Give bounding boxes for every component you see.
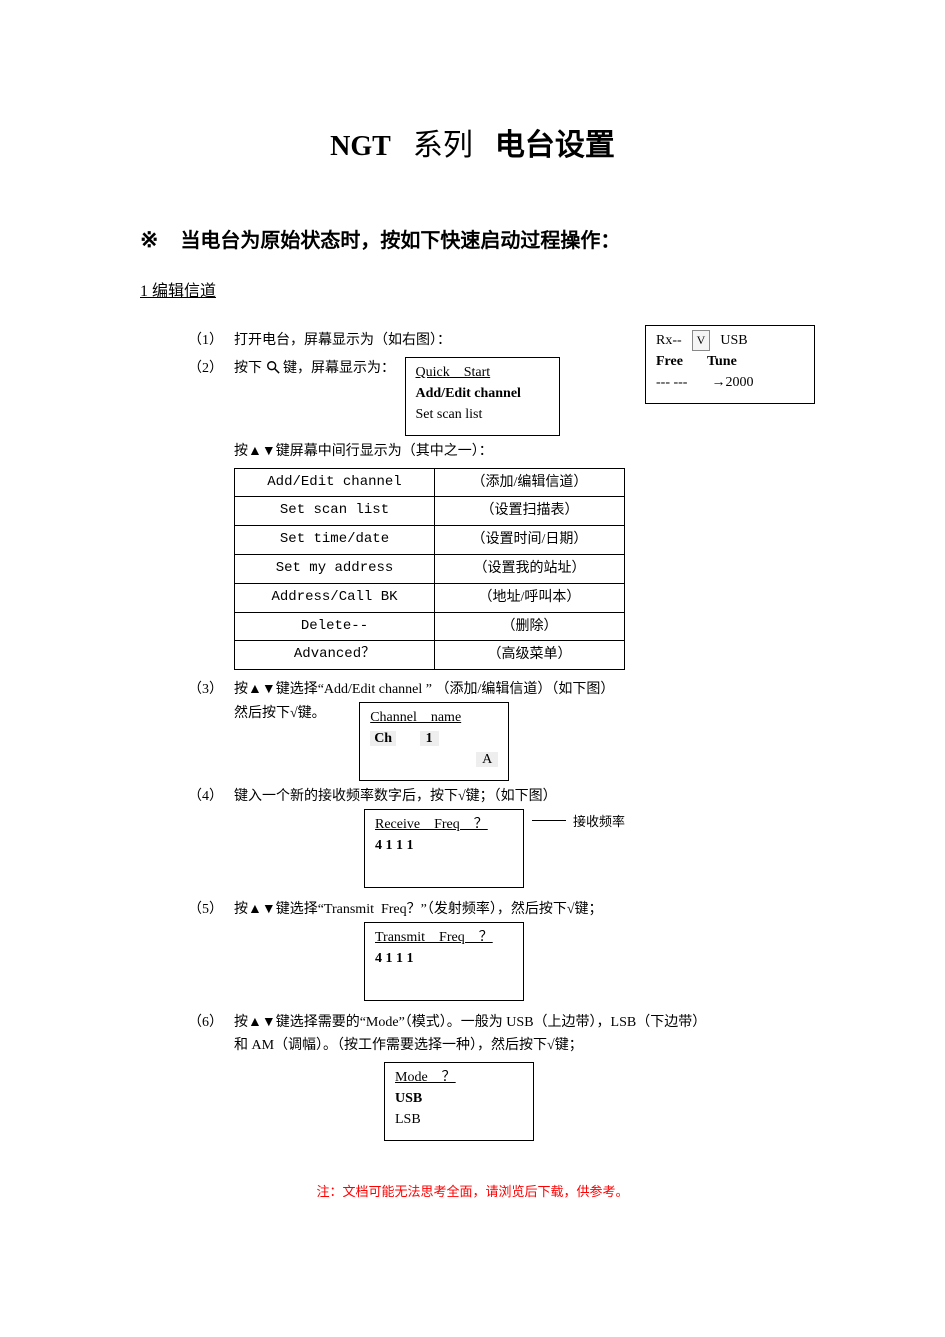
qs-line2: Add/Edit channel xyxy=(416,383,549,404)
menu-cn: （地址/呼叫本） xyxy=(435,583,625,612)
page-title: NGT 系列 电台设置 xyxy=(140,120,805,164)
menu-cn: （添加/编辑信道） xyxy=(435,468,625,497)
menu-cn: （高级菜单） xyxy=(435,641,625,670)
ch-line1: Channel name xyxy=(370,707,498,728)
intro-text: 当电台为原始状态时，按如下快速启动过程操作： xyxy=(180,230,620,252)
step-5-text: 按▲▼键选择“Transmit Freq？”（发射频率），然后按下√键； xyxy=(234,898,805,922)
menu-table: Add/Edit channel（添加/编辑信道）Set scan list（设… xyxy=(234,468,625,671)
menu-row: Add/Edit channel（添加/编辑信道） xyxy=(235,468,625,497)
section-1-heading: 1 编辑信道 xyxy=(140,277,805,301)
step-2-midline: 按▲▼键屏幕中间行显示为（其中之一）： xyxy=(234,440,805,464)
tf-line2: 4 1 1 1 xyxy=(375,948,513,969)
ch-ch: Ch xyxy=(370,731,396,746)
menu-en: Address/Call BK xyxy=(235,583,435,612)
step-4-text: 键入一个新的接收频率数字后，按下√键；（如下图） xyxy=(234,785,805,809)
ch-a: A xyxy=(476,752,498,767)
step-6-num: （6） xyxy=(140,1011,234,1142)
step-6: （6） 按▲▼键选择需要的“Mode”（模式）。一般为 USB（上边带），LSB… xyxy=(140,1011,805,1142)
step-2-num: （2） xyxy=(140,357,234,436)
mode-box: Mode ？ USB LSB xyxy=(384,1062,534,1141)
rx-v: V xyxy=(692,330,711,351)
rx-2000: →2000 xyxy=(711,372,753,393)
menu-cn: （设置时间/日期） xyxy=(435,526,625,555)
quickstart-box: Quick Start Add/Edit channel Set scan li… xyxy=(405,357,560,436)
rx-free: Free xyxy=(656,351,683,372)
rx-label: Rx-- xyxy=(656,330,682,351)
step-3-text1: 按▲▼键选择“Add/Edit channel ” （添加/编辑信道）（如下图） xyxy=(234,678,805,702)
step-6-text1: 按▲▼键选择需要的“Mode”（模式）。一般为 USB（上边带），LSB（下边带… xyxy=(234,1011,805,1035)
menu-row: Address/Call BK（地址/呼叫本） xyxy=(235,583,625,612)
channel-name-box: Channel name Ch 1 A xyxy=(359,702,509,781)
rx-display-box: Rx-- V USB Free Tune --- --- →2000 xyxy=(645,325,815,404)
receive-freq-note: 接收频率 xyxy=(573,811,625,833)
menu-cn: （设置我的站址） xyxy=(435,554,625,583)
step-5: （5） 按▲▼键选择“Transmit Freq？”（发射频率），然后按下√键；… xyxy=(140,898,805,1001)
step-1-num: （1） xyxy=(140,329,234,353)
title-setup: 电台设置 xyxy=(495,129,615,162)
menu-row: Set my address（设置我的站址） xyxy=(235,554,625,583)
rx-usb: USB xyxy=(720,330,747,351)
footer-note: 注：文档可能无法思考全面，请浏览后下载，供参考。 xyxy=(140,1181,805,1200)
menu-en: Set time/date xyxy=(235,526,435,555)
step-4: （4） 键入一个新的接收频率数字后，按下√键；（如下图） Receive Fre… xyxy=(140,785,805,888)
menu-en: Delete-- xyxy=(235,612,435,641)
menu-row: Delete--（删除） xyxy=(235,612,625,641)
menu-en: Advanced？ xyxy=(235,641,435,670)
connector-line xyxy=(532,820,566,821)
menu-en: Set my address xyxy=(235,554,435,583)
rf-line1: Receive Freq ？ xyxy=(375,814,513,835)
step-2-text-a: 按下 xyxy=(234,361,262,376)
intro-line: ※ 当电台为原始状态时，按如下快速启动过程操作： xyxy=(140,224,805,253)
step-6-text2: 和 AM（调幅）。（按工作需要选择一种），然后按下√键； xyxy=(234,1034,805,1058)
step-3-num: （3） xyxy=(140,678,234,781)
menu-cn: （设置扫描表） xyxy=(435,497,625,526)
menu-cn: （删除） xyxy=(435,612,625,641)
step-3: （3） 按▲▼键选择“Add/Edit channel ” （添加/编辑信道）（… xyxy=(140,678,805,781)
menu-en: Set scan list xyxy=(235,497,435,526)
ch-1: 1 xyxy=(420,731,439,746)
rf-line2: 4 1 1 1 xyxy=(375,835,513,856)
rx-dashes: --- --- xyxy=(656,372,687,393)
qs-line1: Quick Start xyxy=(416,362,549,383)
qs-line3: Set scan list xyxy=(416,404,549,425)
title-ngt: NGT xyxy=(330,131,391,162)
menu-row: Advanced？（高级菜单） xyxy=(235,641,625,670)
star-symbol: ※ xyxy=(140,227,158,252)
menu-row: Set scan list（设置扫描表） xyxy=(235,497,625,526)
mode-line2: USB xyxy=(395,1088,523,1109)
tf-line1: Transmit Freq ？ xyxy=(375,927,513,948)
title-series: 系列 xyxy=(413,129,473,162)
step-3-text2: 然后按下√键。 xyxy=(234,706,326,721)
step-5-num: （5） xyxy=(140,898,234,1001)
menu-row: Set time/date（设置时间/日期） xyxy=(235,526,625,555)
transmit-freq-box: Transmit Freq ？ 4 1 1 1 xyxy=(364,922,524,1001)
step-4-num: （4） xyxy=(140,785,234,888)
receive-freq-box: Receive Freq ？ 4 1 1 1 xyxy=(364,809,524,888)
step-2-text-b: 键，屏幕显示为： xyxy=(283,361,395,376)
rx-tune: Tune xyxy=(707,351,737,372)
magnifier-icon xyxy=(266,359,280,373)
mode-line1: Mode ？ xyxy=(395,1067,523,1088)
menu-en: Add/Edit channel xyxy=(235,468,435,497)
mode-line3: LSB xyxy=(395,1109,523,1130)
